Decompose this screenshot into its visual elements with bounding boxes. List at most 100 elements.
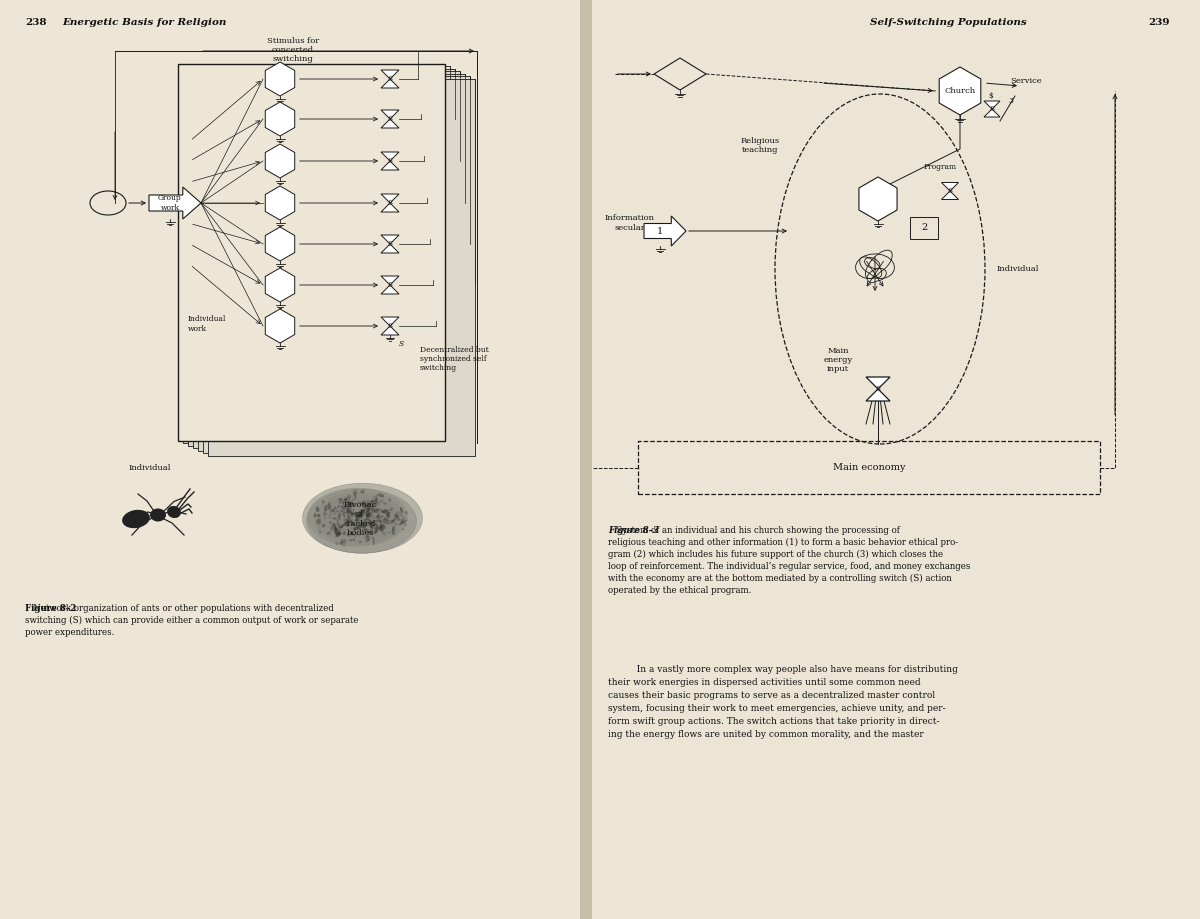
Ellipse shape [318,530,322,534]
Ellipse shape [391,520,395,524]
Polygon shape [942,191,959,199]
Ellipse shape [341,510,343,513]
Ellipse shape [350,531,353,537]
Ellipse shape [324,513,328,516]
Ellipse shape [337,505,340,508]
Ellipse shape [372,496,374,499]
Ellipse shape [372,515,374,517]
Ellipse shape [359,524,362,528]
Polygon shape [984,101,1000,109]
Ellipse shape [401,514,403,516]
Ellipse shape [374,519,382,522]
Polygon shape [382,152,398,161]
Text: Network organization of ants or other populations with decentralized: Network organization of ants or other po… [25,604,334,613]
Ellipse shape [359,523,361,528]
Text: religious teaching and other information (1) to form a basic behavior ethical pr: religious teaching and other information… [608,538,958,547]
Ellipse shape [322,500,325,504]
Ellipse shape [366,500,370,503]
Polygon shape [866,377,890,389]
Ellipse shape [383,521,389,524]
Ellipse shape [317,522,322,525]
Ellipse shape [347,519,352,523]
Ellipse shape [337,531,341,536]
Ellipse shape [362,502,365,505]
Ellipse shape [324,497,395,539]
Ellipse shape [356,515,358,517]
Ellipse shape [353,491,356,497]
Ellipse shape [348,505,350,506]
Text: In a vastly more complex way people also have means for distributing: In a vastly more complex way people also… [628,665,958,674]
Ellipse shape [340,539,347,543]
Ellipse shape [347,519,349,522]
Ellipse shape [122,510,150,528]
Ellipse shape [341,505,342,508]
Ellipse shape [368,520,373,525]
Ellipse shape [382,509,388,513]
Ellipse shape [354,531,358,538]
Polygon shape [382,317,398,326]
Ellipse shape [392,526,396,529]
Ellipse shape [355,514,360,518]
Ellipse shape [376,498,378,504]
Text: 239: 239 [1148,18,1170,27]
Ellipse shape [337,530,341,536]
Ellipse shape [354,526,359,531]
Ellipse shape [376,525,379,530]
Ellipse shape [349,502,352,504]
Ellipse shape [361,518,365,521]
Ellipse shape [374,527,377,534]
Polygon shape [265,268,295,302]
Bar [910,217,938,239]
Ellipse shape [373,524,378,526]
Ellipse shape [394,515,397,518]
Text: operated by the ethical program.: operated by the ethical program. [608,586,751,595]
Ellipse shape [353,528,356,530]
Bar [638,441,1100,494]
Bar [182,66,450,443]
Text: $: $ [988,92,992,100]
Ellipse shape [361,516,365,517]
Ellipse shape [373,508,377,511]
Ellipse shape [344,498,347,501]
Ellipse shape [340,541,343,545]
Ellipse shape [340,524,346,528]
Ellipse shape [374,499,378,504]
Ellipse shape [346,522,349,528]
Text: 2: 2 [920,223,928,233]
Polygon shape [265,144,295,178]
Ellipse shape [385,514,390,518]
Text: system, focusing their work to meet emergencies, achieve unity, and per-: system, focusing their work to meet emer… [608,704,946,713]
Ellipse shape [334,528,337,533]
Ellipse shape [391,528,394,535]
Bar [588,0,1200,919]
Ellipse shape [348,509,353,513]
Ellipse shape [361,514,364,516]
Ellipse shape [347,505,352,509]
Ellipse shape [338,517,341,520]
Ellipse shape [400,507,403,513]
Ellipse shape [366,511,370,517]
Ellipse shape [362,526,366,528]
Ellipse shape [331,508,335,513]
Ellipse shape [334,505,384,535]
Ellipse shape [362,502,365,505]
Text: S: S [388,115,392,123]
Ellipse shape [340,525,341,528]
Ellipse shape [355,516,359,518]
Ellipse shape [367,515,371,518]
Ellipse shape [316,506,319,512]
Ellipse shape [384,517,389,522]
Ellipse shape [379,525,383,528]
Ellipse shape [336,532,338,536]
Ellipse shape [373,523,378,526]
Ellipse shape [346,509,349,512]
Ellipse shape [343,518,349,522]
Ellipse shape [360,509,366,514]
Bar [580,0,592,919]
Ellipse shape [361,526,365,528]
Ellipse shape [371,525,373,530]
Text: causes their basic programs to serve as a decentralized master control: causes their basic programs to serve as … [608,691,935,700]
Ellipse shape [392,527,395,530]
Ellipse shape [374,516,378,519]
Text: Church: Church [944,87,976,95]
